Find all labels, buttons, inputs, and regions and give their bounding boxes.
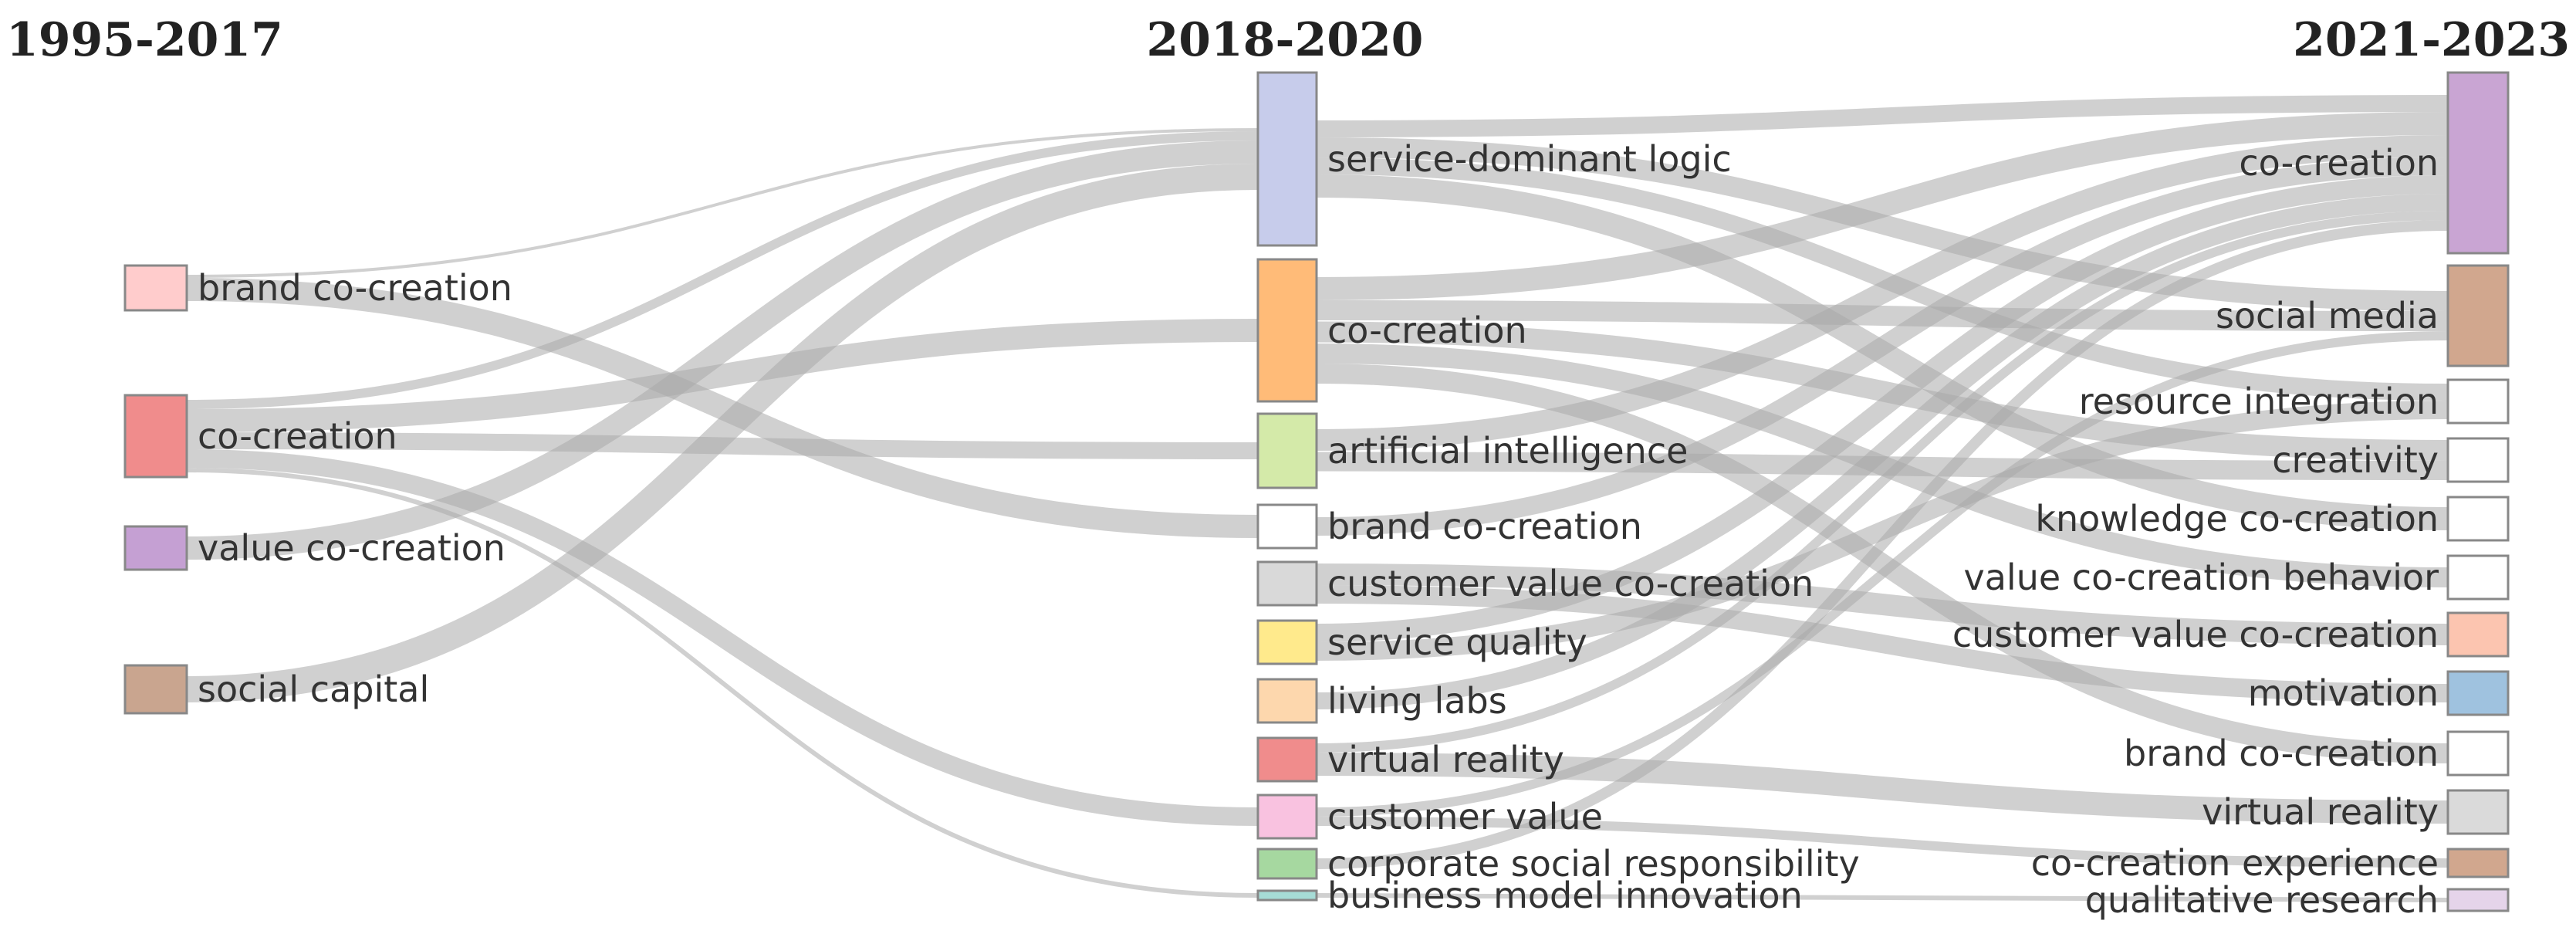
node-c1-cvcc[interactable]: [1256, 560, 1318, 607]
flow-c1-cocreation-to-c2-creativity: [1316, 321, 2449, 461]
flow-c0-cocreation-to-c1-sdl: [186, 131, 1259, 409]
node-c2-kcc[interactable]: [2446, 496, 2510, 542]
node-label-c2-sm: social media: [2216, 295, 2439, 337]
flow-c0-cocreation-to-c1-bmi: [186, 468, 1259, 898]
flow-c1-sq-to-c2-ri: [1316, 401, 2449, 661]
flow-c1-sdl-to-c2-sm: [1316, 137, 2449, 311]
node-label-c2-qr: qualitative research: [2085, 879, 2439, 921]
flow-c1-vr-to-c2-cocreation: [1316, 211, 2449, 753]
node-c2-sm[interactable]: [2446, 264, 2510, 367]
node-c2-creativity[interactable]: [2446, 437, 2510, 483]
node-c2-qr[interactable]: [2446, 888, 2510, 912]
node-label-c0-brand: brand co-creation: [198, 267, 512, 309]
flow-c1-cvcc-to-c2-cvcc: [1316, 563, 2449, 645]
node-c1-sdl[interactable]: [1256, 71, 1318, 247]
flow-c1-brand-to-c2-cocreation: [1316, 157, 2449, 536]
node-label-c1-brand: brand co-creation: [1327, 506, 1642, 547]
node-c1-sq[interactable]: [1256, 619, 1318, 665]
period-header-2021-2023: 2021-2023: [2293, 13, 2570, 67]
node-label-c1-cv: customer value: [1327, 796, 1603, 838]
node-label-c1-cocreation: co-creation: [1327, 310, 1527, 351]
flow-c0-brand-to-c1-brand: [186, 278, 1259, 538]
node-label-c1-cvcc: customer value co-creation: [1327, 563, 1814, 604]
node-c1-cocreation[interactable]: [1256, 258, 1318, 403]
flow-c1-living-to-c2-cocreation: [1316, 194, 2449, 709]
node-c2-vccb[interactable]: [2446, 554, 2510, 601]
node-label-c2-kcc: knowledge co-creation: [2035, 498, 2439, 540]
node-label-c2-vccb: value co-creation behavior: [1964, 557, 2439, 598]
node-c2-vr[interactable]: [2446, 789, 2510, 835]
node-c1-ai[interactable]: [1256, 412, 1318, 489]
node-c2-ri[interactable]: [2446, 378, 2510, 425]
flow-c1-cocreation-to-c2-cocreation: [1316, 112, 2449, 300]
node-c2-motivation[interactable]: [2446, 670, 2510, 716]
node-label-c0-social: social capital: [198, 668, 429, 710]
node-label-c2-cvcc: customer value co-creation: [1952, 614, 2439, 655]
node-c0-brand[interactable]: [123, 264, 188, 312]
nodes-layer: [123, 71, 2510, 912]
node-c0-cocreation[interactable]: [123, 394, 188, 479]
period-header-2018-2020: 2018-2020: [1147, 13, 1424, 67]
node-c2-cce[interactable]: [2446, 848, 2510, 878]
flow-c1-csr-to-c2-cocreation: [1316, 220, 2449, 869]
flow-c1-sdl-to-c2-cocreation: [1316, 95, 2449, 137]
node-c1-bmi[interactable]: [1256, 889, 1318, 902]
node-label-c2-vr: virtual reality: [2202, 791, 2439, 833]
flow-c0-brand-to-c1-sdl: [186, 128, 1259, 278]
node-c1-living[interactable]: [1256, 678, 1318, 724]
node-label-c2-cce: co-creation experience: [2031, 842, 2439, 884]
node-label-c2-creativity: creativity: [2272, 439, 2439, 481]
flow-c1-ai-to-c2-creativity: [1316, 452, 2449, 480]
flow-c1-cv-to-c2-sm: [1316, 331, 2449, 817]
node-c0-vcc[interactable]: [123, 525, 188, 571]
labels-layer: 1995-2017 2018-2020 2021-2023 brand co-c…: [6, 13, 2570, 921]
flow-c0-cocreation-to-c1-cocreation: [186, 319, 1259, 432]
flow-c0-vcc-to-c1-sdl: [186, 140, 1259, 560]
node-c1-brand[interactable]: [1256, 503, 1318, 550]
node-c2-cvcc[interactable]: [2446, 611, 2510, 658]
flow-c1-sq-to-c2-cocreation: [1316, 175, 2449, 642]
node-label-c2-brand: brand co-creation: [2124, 733, 2439, 774]
flow-c0-cocreation-to-c1-cv: [186, 449, 1259, 826]
node-label-c1-ai: artificial intelligence: [1327, 430, 1688, 472]
node-c2-brand[interactable]: [2446, 730, 2510, 777]
node-c0-social[interactable]: [123, 664, 188, 715]
node-label-c1-vr: virtual reality: [1327, 739, 1564, 780]
period-header-1995-2017: 1995-2017: [6, 13, 283, 67]
node-label-c1-bmi: business model innovation: [1327, 875, 1803, 916]
node-c1-cv[interactable]: [1256, 794, 1318, 840]
node-c1-csr[interactable]: [1256, 848, 1318, 880]
node-label-c0-cocreation: co-creation: [198, 415, 397, 457]
flow-c0-social-to-c1-sdl: [186, 164, 1259, 702]
flows-layer: [186, 95, 2449, 902]
node-label-c1-csr: corporate social responsibility: [1327, 843, 1860, 885]
node-label-c1-sq: service quality: [1327, 621, 1587, 663]
node-label-c2-ri: resource integration: [2079, 381, 2439, 422]
flow-c1-vr-to-c2-vr: [1316, 753, 2449, 824]
node-label-c0-vcc: value co-creation: [198, 527, 505, 569]
flow-c1-cocreation-to-c2-brand: [1316, 364, 2449, 763]
flow-c1-ai-to-c2-cocreation: [1316, 135, 2449, 451]
flow-c1-cocreation-to-c2-sm: [1316, 300, 2449, 331]
node-label-c1-living: living labs: [1327, 680, 1507, 722]
node-label-c1-sdl: service-dominant logic: [1327, 138, 1732, 180]
node-label-c2-motivation: motivation: [2248, 672, 2439, 714]
node-c2-cocreation[interactable]: [2446, 71, 2510, 255]
node-c1-vr[interactable]: [1256, 736, 1318, 783]
node-label-c2-cocreation: co-creation: [2239, 142, 2439, 184]
flow-c1-bmi-to-c2-qr: [1316, 893, 2449, 902]
flow-c1-sdl-to-c2-ri: [1316, 157, 2449, 401]
